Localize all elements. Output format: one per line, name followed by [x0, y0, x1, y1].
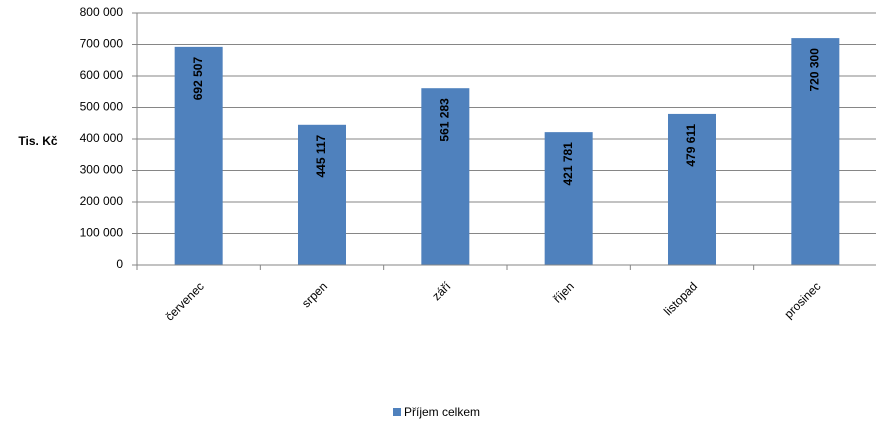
bar: [174, 46, 223, 266]
y-axis-ticks: 0 100 000 200 000 300 000 400 000 500 000 600 …: [80, 5, 138, 271]
y-tick-label: 600 000: [80, 68, 124, 82]
data-label: 692 507: [191, 57, 205, 101]
data-label: 445 117: [314, 134, 328, 177]
y-tick-label: 100 000: [80, 226, 124, 240]
y-tick-label: 0: [116, 257, 123, 271]
bar: [791, 38, 840, 265]
y-tick-label: 300 000: [80, 163, 124, 177]
x-tick-label: říjen: [550, 279, 576, 305]
y-tick-label: 400 000: [80, 131, 124, 145]
legend-label: Příjem celkem: [404, 405, 481, 419]
legend: Příjem celkem: [393, 404, 480, 420]
bar: [668, 113, 716, 265]
data-label: 720 300: [808, 48, 822, 92]
bar-chart: 0 100 000 200 000 300 000 400 000 500 000 600 …: [18, 5, 876, 324]
y-axis-label: Tis. Kč: [18, 134, 57, 148]
data-label: 561 283: [438, 98, 452, 142]
data-label: 421 781: [561, 142, 575, 186]
x-tick-label: listopad: [661, 279, 700, 318]
x-axis-ticks: červenec srpen září říjen listopad prosinec: [136, 264, 876, 324]
bar: [544, 132, 593, 265]
legend-swatch: [393, 408, 401, 416]
y-tick-label: 200 000: [80, 194, 124, 208]
y-tick-label: 800 000: [80, 5, 124, 19]
y-tick-label: 500 000: [80, 100, 124, 114]
bar: [421, 88, 470, 265]
data-label: 479 611: [684, 124, 698, 167]
x-tick-label: prosinec: [781, 279, 823, 321]
x-tick-label: červenec: [162, 279, 206, 323]
gridlines: [137, 12, 876, 234]
bar: [298, 124, 346, 265]
x-tick-label: srpen: [299, 279, 330, 310]
bars: 692 507 445 117 561 283 421 781 479 611 720 3…: [174, 38, 840, 266]
x-tick-label: září: [429, 279, 454, 304]
y-tick-label: 700 000: [80, 37, 124, 51]
